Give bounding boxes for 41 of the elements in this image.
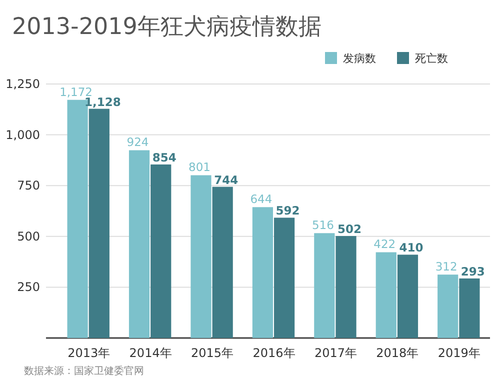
bar — [190, 175, 212, 338]
chart-title: 2013-2019年狂犬病疫情数据 — [12, 14, 322, 40]
data-label: 801 — [188, 160, 210, 174]
bar — [314, 233, 335, 338]
y-tick-label: 1,000 — [6, 128, 40, 142]
bar — [459, 278, 480, 338]
data-label: 516 — [312, 218, 334, 232]
data-label: 312 — [435, 260, 458, 274]
bar — [376, 252, 396, 338]
y-tick-label: 500 — [17, 229, 40, 244]
x-tick-label: 2016年 — [252, 346, 296, 360]
data-label: 924 — [126, 135, 149, 150]
data-label: 422 — [374, 237, 396, 252]
x-tick-label: 2017年 — [314, 346, 357, 360]
bar — [438, 274, 458, 338]
x-tick-label: 2014年 — [129, 346, 172, 360]
bar — [397, 254, 418, 338]
bar — [274, 218, 295, 338]
legend-label: 死亡数 — [415, 52, 448, 65]
data-label: 293 — [460, 264, 485, 278]
bar — [212, 186, 233, 338]
source-note: 数据来源：国家卫健委官网 — [24, 365, 144, 377]
x-tick-label: 2018年 — [376, 346, 419, 360]
bar — [128, 150, 150, 338]
data-label: 592 — [276, 204, 300, 218]
legend-label: 发病数 — [343, 52, 376, 65]
bar — [336, 236, 356, 338]
x-tick-label: 2015年 — [191, 346, 234, 360]
y-tick-label: 750 — [17, 178, 40, 193]
data-label: 410 — [399, 240, 424, 255]
data-label: 644 — [250, 192, 272, 206]
data-label: 744 — [214, 172, 238, 187]
y-tick-label: 250 — [17, 280, 40, 294]
bar — [252, 207, 273, 338]
data-label: 854 — [152, 150, 176, 164]
bar — [150, 164, 172, 338]
y-tick-label: 1,250 — [6, 77, 40, 91]
x-tick-label: 2013年 — [68, 346, 110, 360]
data-label: 502 — [338, 222, 362, 236]
bar — [88, 108, 110, 338]
x-tick-label: 2019年 — [438, 346, 480, 360]
